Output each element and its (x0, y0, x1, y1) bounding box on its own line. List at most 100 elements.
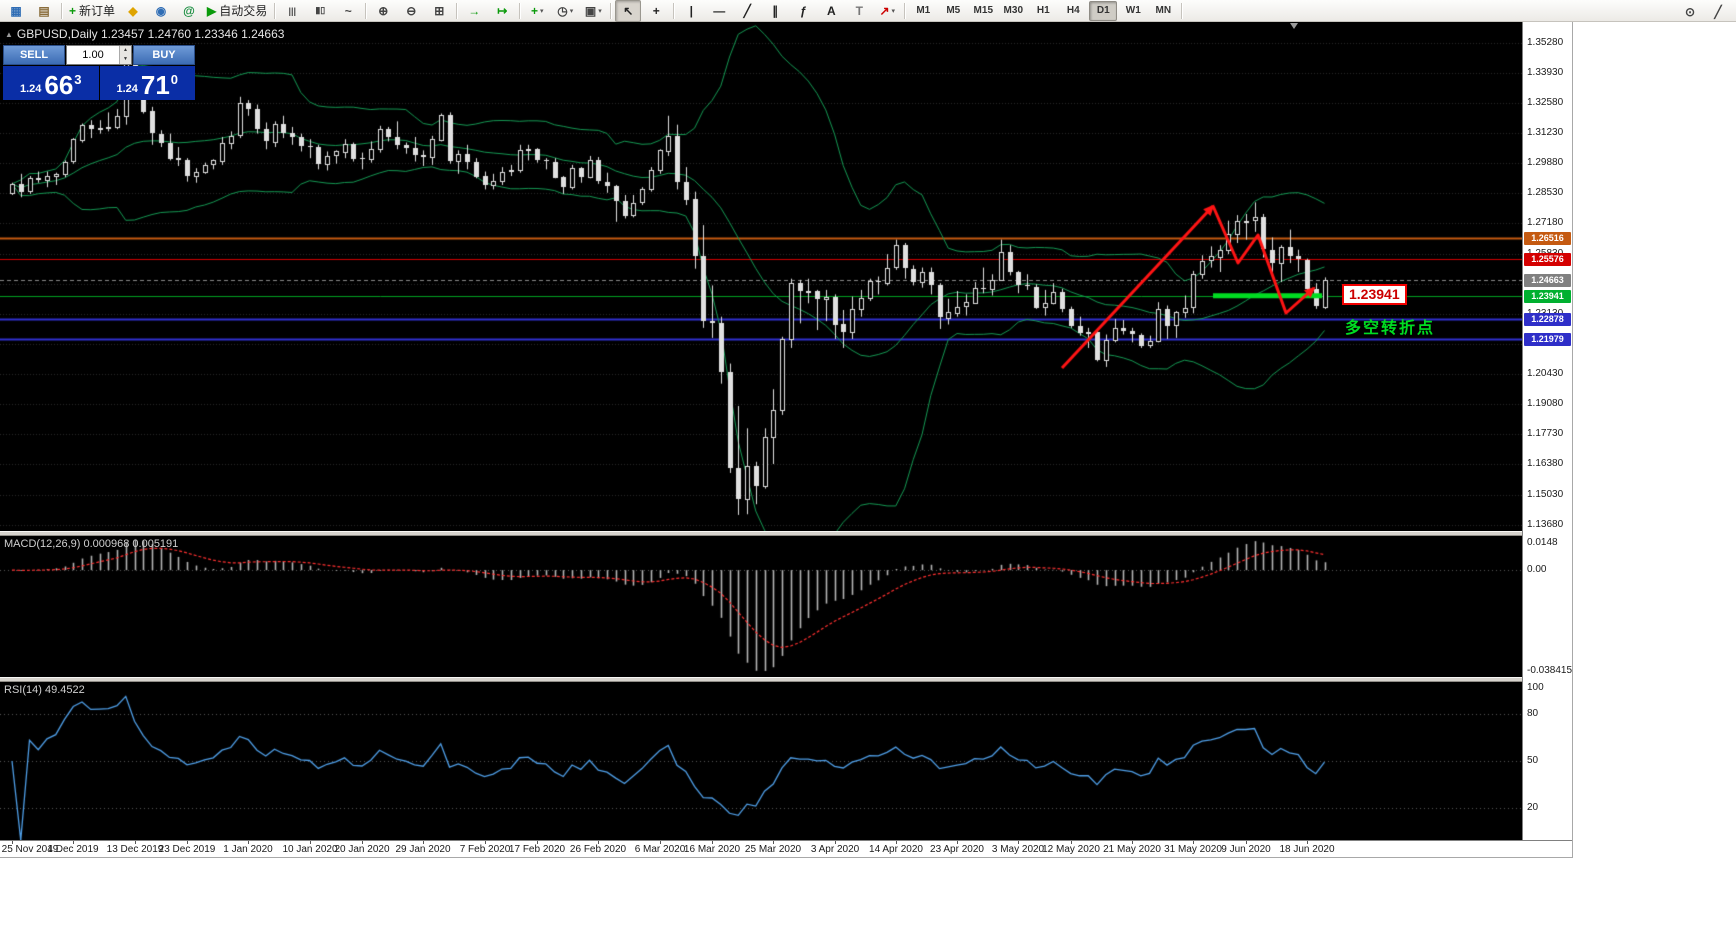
new-chart-icon: ▦ (10, 3, 22, 18)
date-tick (12, 841, 13, 844)
price-axis[interactable]: 1.35280 1.33930 1.32580 1.31230 1.29880 1.285… (1522, 22, 1572, 840)
timeframe-m30-button[interactable]: M30 (1003, 5, 1023, 16)
macd-panel: MACD(12,26,9) 0.000968 0.005191 (0, 536, 1522, 677)
date-tick (1018, 841, 1019, 844)
zoom-in-button[interactable]: ⊕ (370, 0, 396, 22)
text-label-button[interactable]: T (846, 0, 872, 22)
timeframe-m1-button[interactable]: M1 (916, 5, 931, 16)
sell-button[interactable]: SELL (3, 45, 65, 65)
candlestick-chart-button[interactable]: ▮▯ (307, 0, 333, 22)
price-chart-canvas[interactable] (0, 22, 1522, 531)
price-tag: 1.21979 (1524, 333, 1571, 346)
macd-axis-label: 0.00 (1527, 564, 1547, 575)
timeframe-w1-button[interactable]: W1 (1125, 5, 1141, 16)
toolbar-separator (365, 2, 367, 19)
sell-price-button[interactable]: 1.24 66 3 (3, 66, 99, 100)
volume-down-icon[interactable]: ▼ (120, 55, 131, 64)
bar-chart-button[interactable]: ||| (279, 0, 305, 22)
tile-windows-icon: ⊞ (434, 3, 445, 18)
vertical-line-icon: | (689, 3, 693, 18)
templates-button[interactable]: ▣ ▾ (580, 0, 606, 22)
panel-splitter[interactable] (0, 531, 1572, 536)
date-label: 10 Jan 2020 (282, 844, 338, 855)
date-tick (362, 841, 363, 844)
chart-shift-button[interactable]: ↦ (489, 0, 515, 22)
horizontal-line-icon: — (713, 3, 726, 18)
timeframe-h1-button[interactable]: H1 (1036, 5, 1050, 16)
date-label: 7 Feb 2020 (459, 844, 511, 855)
volume-input[interactable]: 1.00 ▲ ▼ (66, 45, 132, 65)
strategy-tester-button[interactable]: @ (176, 0, 202, 22)
date-label: 26 Feb 2020 (569, 844, 627, 855)
profiles-button[interactable]: ▤ (31, 0, 57, 22)
date-label: 23 Apr 2020 (930, 844, 984, 855)
toolbar-separator (610, 2, 612, 19)
indicators-icon: + (531, 3, 539, 18)
metaeditor-button[interactable]: ◆ (120, 0, 146, 22)
channel-button[interactable]: ∥ (762, 0, 788, 22)
templates-icon: ▣ (584, 3, 597, 18)
date-tick (73, 841, 74, 844)
timeframe-mn-button[interactable]: MN (1155, 5, 1172, 16)
zoom-out-button[interactable]: ⊖ (398, 0, 424, 22)
collapse-triangle-icon: ▲ (5, 29, 13, 39)
volume-value[interactable]: 1.00 (82, 49, 104, 61)
search-button[interactable]: ⊙ (1677, 1, 1703, 23)
trendline-icon: ╱ (743, 3, 751, 18)
text-button[interactable]: A (818, 0, 844, 22)
panel-splitter[interactable] (0, 677, 1572, 682)
timeframe-m15-button[interactable]: M15 (973, 5, 993, 16)
arrows-button[interactable]: ↗ ▾ (874, 0, 900, 22)
rsi-panel: RSI(14) 49.4522 (0, 682, 1522, 840)
metaeditor-icon: ◆ (128, 3, 138, 18)
macd-canvas[interactable] (0, 536, 1522, 677)
toolbar-separator (904, 2, 906, 19)
line-chart-button[interactable]: ~ (335, 0, 361, 22)
periods-icon: ◷ (557, 3, 568, 18)
buy-price-button[interactable]: 1.24 71 0 (99, 66, 195, 100)
volume-up-icon[interactable]: ▲ (120, 46, 131, 55)
date-label: 3 Apr 2020 (810, 844, 860, 855)
trendline-button[interactable]: ╱ (734, 0, 760, 22)
fibonacci-button[interactable]: ƒ (790, 0, 816, 22)
crosshair-button[interactable]: + (643, 0, 669, 22)
volume-spinner[interactable]: ▲ ▼ (119, 46, 131, 64)
periods-button[interactable]: ◷ ▾ (552, 0, 578, 22)
auto-scroll-button[interactable]: → (461, 0, 487, 22)
date-label: 16 Mar 2020 (683, 844, 741, 855)
date-tick (1132, 841, 1133, 844)
date-label: 25 Mar 2020 (744, 844, 802, 855)
tile-windows-button[interactable]: ⊞ (426, 0, 452, 22)
cursor-icon: ↖ (623, 3, 634, 18)
rsi-canvas[interactable] (0, 682, 1522, 840)
date-tick (423, 841, 424, 844)
date-axis[interactable]: 25 Nov 2019 4 Dec 2019 13 Dec 2019 23 Dec 2… (0, 840, 1572, 857)
price-axis-label: 1.32580 (1527, 97, 1564, 108)
timeframe-d1-button[interactable]: D1 (1089, 0, 1118, 21)
cursor-button[interactable]: ↖ (615, 0, 642, 22)
date-tick (712, 841, 713, 844)
timeframe-h4-button[interactable]: H4 (1066, 5, 1080, 16)
market-watch-button[interactable]: ◉ (148, 0, 174, 22)
buy-button[interactable]: BUY (133, 45, 195, 65)
toolbar-separator (456, 2, 458, 19)
date-tick (660, 841, 661, 844)
date-label: 20 Jan 2020 (334, 844, 390, 855)
edit-button[interactable]: ╱ (1705, 1, 1731, 23)
autotrading-button[interactable]: ▶ 自动交易 (204, 0, 270, 22)
symbol-ohlc-text: GBPUSD,Daily 1.23457 1.24760 1.23346 1.2… (16, 27, 285, 41)
new-order-button[interactable]: + 新订单 (66, 0, 118, 22)
toolbar-separator (274, 2, 276, 19)
horizontal-line-button[interactable]: — (706, 0, 732, 22)
indicators-button[interactable]: + ▾ (524, 0, 550, 22)
date-tick (135, 841, 136, 844)
timeframe-m5-button[interactable]: M5 (946, 5, 961, 16)
chart-shift-marker-icon (1290, 23, 1298, 29)
vertical-line-button[interactable]: | (678, 0, 704, 22)
support-price-label: 1.23941 (1342, 284, 1407, 305)
price-axis-label: 1.17730 (1527, 428, 1564, 439)
new-chart-button[interactable]: ▦ (3, 0, 29, 22)
date-tick (537, 841, 538, 844)
auto-scroll-icon: → (468, 3, 481, 18)
